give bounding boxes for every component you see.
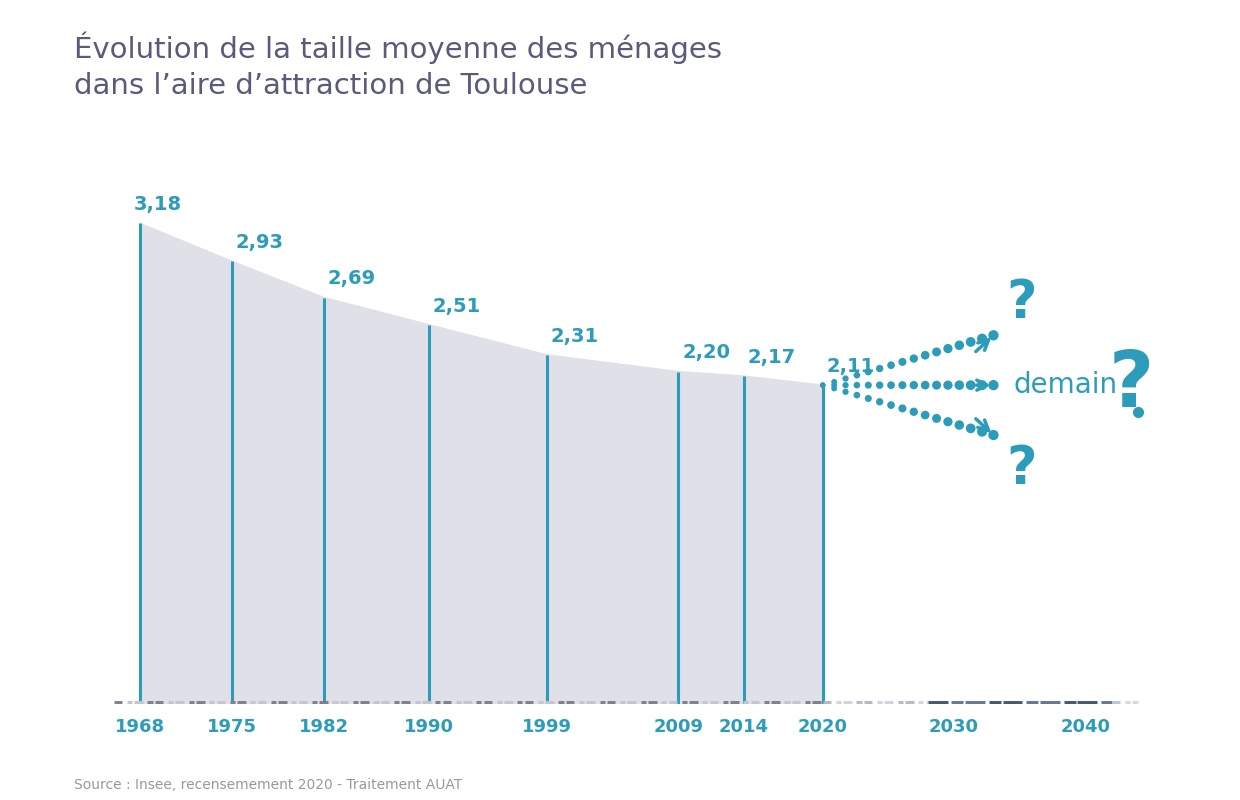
Text: ?: ? (1007, 278, 1037, 330)
Point (882, 398, 901, 411)
Text: 2,20: 2,20 (682, 343, 730, 362)
Point (882, 378, 901, 391)
Text: Évolution de la taille moyenne des ménages
dans l’aire d’attraction de Toulouse: Évolution de la taille moyenne des ménag… (74, 32, 723, 100)
Point (893, 355, 913, 368)
Point (869, 378, 889, 391)
Point (961, 335, 981, 348)
Point (836, 372, 856, 385)
Point (893, 402, 913, 415)
Text: 2,11: 2,11 (827, 357, 875, 376)
Point (825, 382, 844, 395)
Text: demain: demain (1013, 371, 1117, 399)
Point (869, 362, 889, 375)
Text: Source : Insee, recensemement 2020 - Traitement AUAT: Source : Insee, recensemement 2020 - Tra… (74, 778, 463, 792)
Point (915, 378, 935, 391)
Text: 2,93: 2,93 (236, 233, 284, 252)
Text: 2,69: 2,69 (327, 270, 376, 289)
Point (950, 378, 970, 391)
Point (904, 352, 924, 365)
Point (915, 409, 935, 422)
Text: ?: ? (1109, 347, 1154, 423)
Point (813, 378, 833, 391)
Point (926, 378, 946, 391)
Text: 3,18: 3,18 (134, 195, 181, 214)
Point (937, 415, 957, 428)
Point (915, 349, 935, 362)
Point (904, 406, 924, 418)
Point (858, 378, 878, 391)
Point (961, 378, 981, 391)
Point (847, 378, 867, 391)
Point (983, 378, 1003, 391)
Point (950, 418, 970, 431)
Point (825, 375, 844, 388)
Text: 2,31: 2,31 (551, 327, 599, 346)
Point (983, 329, 1003, 342)
Point (858, 366, 878, 378)
Point (882, 359, 901, 372)
Point (937, 342, 957, 355)
Point (961, 422, 981, 434)
Text: ?: ? (1007, 442, 1037, 494)
Point (937, 378, 957, 391)
Point (813, 378, 833, 391)
Point (904, 378, 924, 391)
Point (836, 378, 856, 391)
Point (869, 395, 889, 408)
Point (983, 429, 1003, 442)
Point (972, 332, 992, 345)
Point (813, 378, 833, 391)
Point (893, 378, 913, 391)
Point (950, 339, 970, 352)
Point (926, 346, 946, 358)
Point (825, 378, 844, 391)
Polygon shape (140, 223, 823, 704)
Point (972, 378, 992, 391)
Point (972, 426, 992, 438)
Text: 2,17: 2,17 (748, 348, 796, 367)
Point (836, 386, 856, 398)
Point (847, 389, 867, 402)
Point (858, 392, 878, 405)
Text: 2,51: 2,51 (433, 297, 481, 316)
Point (847, 369, 867, 382)
Point (926, 412, 946, 425)
